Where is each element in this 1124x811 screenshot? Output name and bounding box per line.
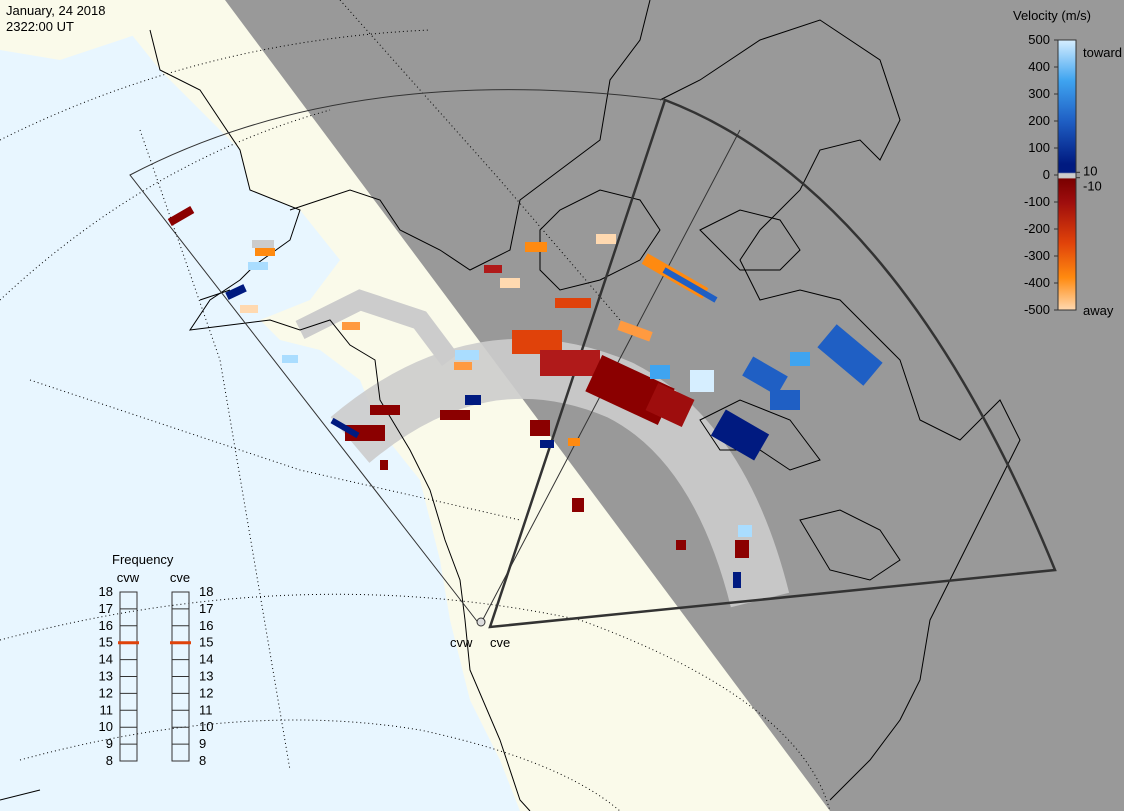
graticule xyxy=(139,129,291,771)
cve-fov xyxy=(488,98,1057,629)
colorbar-title: Velocity (m/s) xyxy=(1013,8,1091,23)
frequency-tick-label: 15 xyxy=(199,635,213,650)
colorbar xyxy=(1057,39,1077,311)
frequency-tick-label: 16 xyxy=(99,618,113,633)
frequency-tick-label: 8 xyxy=(106,753,113,768)
colorbar-tick-label: -300 xyxy=(1024,248,1050,263)
colorbar-tick-label: -10 xyxy=(1083,179,1102,194)
frequency-tick-label: 14 xyxy=(199,652,213,667)
colorbar-tick-label: -500 xyxy=(1024,302,1050,317)
colorbar-away: away xyxy=(1083,303,1114,318)
frequency-tick-label: 13 xyxy=(99,669,113,684)
frequency-tick-label: 9 xyxy=(199,736,206,751)
radar-label: cve xyxy=(490,635,510,650)
frequency-tick-label: 8 xyxy=(199,753,206,768)
frequency-tick-label: 14 xyxy=(99,652,113,667)
frequency-tick-label: 13 xyxy=(199,669,213,684)
coastline xyxy=(699,209,801,271)
frequency-tick-label: 17 xyxy=(199,601,213,616)
colorbar-tick-label: 100 xyxy=(1028,140,1050,155)
coastline xyxy=(0,289,231,801)
frequency-tick-label: 10 xyxy=(199,719,213,734)
ground-scatter xyxy=(295,289,458,366)
frequency-tick-label: 11 xyxy=(199,702,213,717)
colorbar-tick-label: 200 xyxy=(1028,113,1050,128)
colorbar-tick-label: -100 xyxy=(1024,194,1050,209)
graticule xyxy=(0,593,831,811)
frequency-tick-label: 11 xyxy=(100,702,114,717)
frequency-tick-label: 16 xyxy=(199,618,213,633)
velocity-cells xyxy=(167,206,883,588)
coastline xyxy=(539,189,661,291)
radar-site xyxy=(476,617,486,627)
graticule xyxy=(339,0,621,321)
radar-name: cvw xyxy=(117,570,140,585)
colorbar-tick-label: -200 xyxy=(1024,221,1050,236)
frequency-tick-label: 12 xyxy=(99,685,113,700)
frequency-tick-label: 17 xyxy=(99,601,113,616)
date: January, 24 2018 xyxy=(6,3,106,18)
graticule xyxy=(0,109,331,301)
time: 2322:00 UT xyxy=(6,19,74,34)
colorbar-tick-label: 300 xyxy=(1028,86,1050,101)
colorbar-tick-label: -400 xyxy=(1024,275,1050,290)
colorbar-tick-label: 500 xyxy=(1028,32,1050,47)
frequency-tick-label: 15 xyxy=(99,635,113,650)
frequency-tick-label: 18 xyxy=(99,584,113,599)
graticule xyxy=(0,29,431,141)
colorbar-tick-label: 0 xyxy=(1043,167,1050,182)
colorbar-tick-label: 400 xyxy=(1028,59,1050,74)
frequency-tick-label: 10 xyxy=(99,719,113,734)
radar-name: cve xyxy=(170,570,190,585)
coastline xyxy=(289,0,651,271)
frequency-tick-label: 18 xyxy=(199,584,213,599)
coastline xyxy=(699,399,821,471)
graticule xyxy=(29,379,521,521)
colorbar-toward: toward xyxy=(1083,45,1122,60)
land xyxy=(0,0,150,60)
frequency-tick-label: 9 xyxy=(106,736,113,751)
frequency-title: Frequency xyxy=(112,552,174,567)
coastline xyxy=(149,29,531,811)
radar-label: cvw xyxy=(450,635,473,650)
frequency-tick-label: 12 xyxy=(199,685,213,700)
coastline xyxy=(659,19,1021,801)
colorbar-tick-label: 10 xyxy=(1083,163,1097,178)
coastline xyxy=(799,509,901,581)
